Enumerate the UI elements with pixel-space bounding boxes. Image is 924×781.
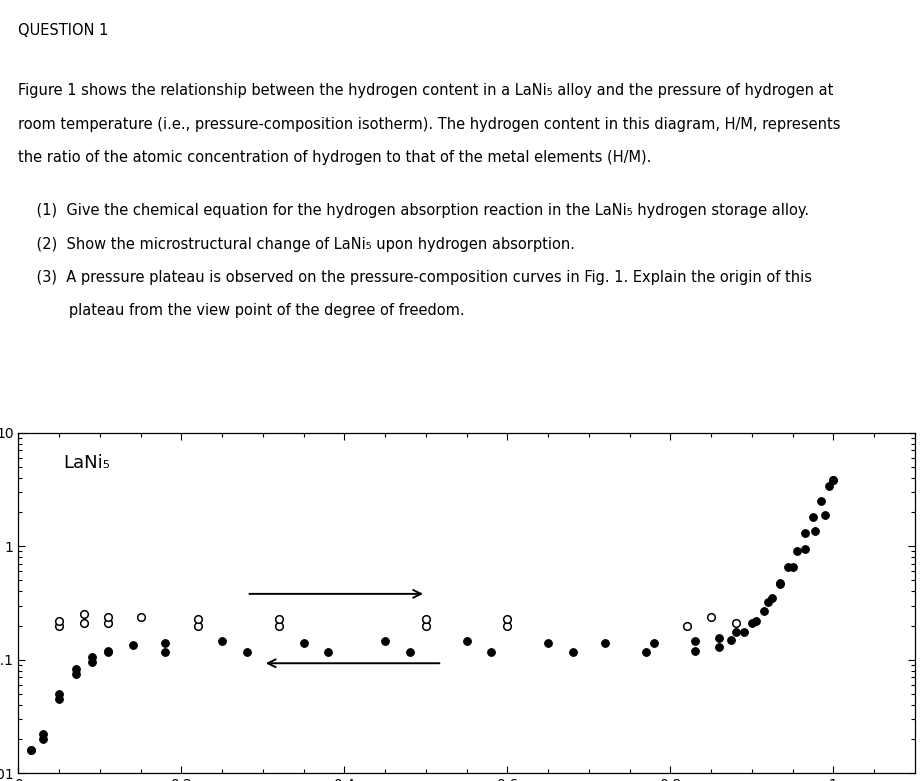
Text: QUESTION 1: QUESTION 1 — [18, 23, 109, 38]
Text: Figure 1 shows the relationship between the hydrogen content in a LaNi₅ alloy an: Figure 1 shows the relationship between … — [18, 84, 833, 98]
Text: (1)  Give the chemical equation for the hydrogen absorption reaction in the LaNi: (1) Give the chemical equation for the h… — [18, 203, 809, 218]
Text: (3)  A pressure plateau is observed on the pressure-composition curves in Fig. 1: (3) A pressure plateau is observed on th… — [18, 269, 812, 285]
Text: LaNi₅: LaNi₅ — [63, 454, 110, 472]
Text: (2)  Show the microstructural change of LaNi₅ upon hydrogen absorption.: (2) Show the microstructural change of L… — [18, 237, 576, 251]
Text: room temperature (i.e., pressure-composition isotherm). The hydrogen content in : room temperature (i.e., pressure-composi… — [18, 116, 841, 132]
Text: plateau from the view point of the degree of freedom.: plateau from the view point of the degre… — [18, 303, 465, 318]
Text: the ratio of the atomic concentration of hydrogen to that of the metal elements : the ratio of the atomic concentration of… — [18, 150, 651, 165]
